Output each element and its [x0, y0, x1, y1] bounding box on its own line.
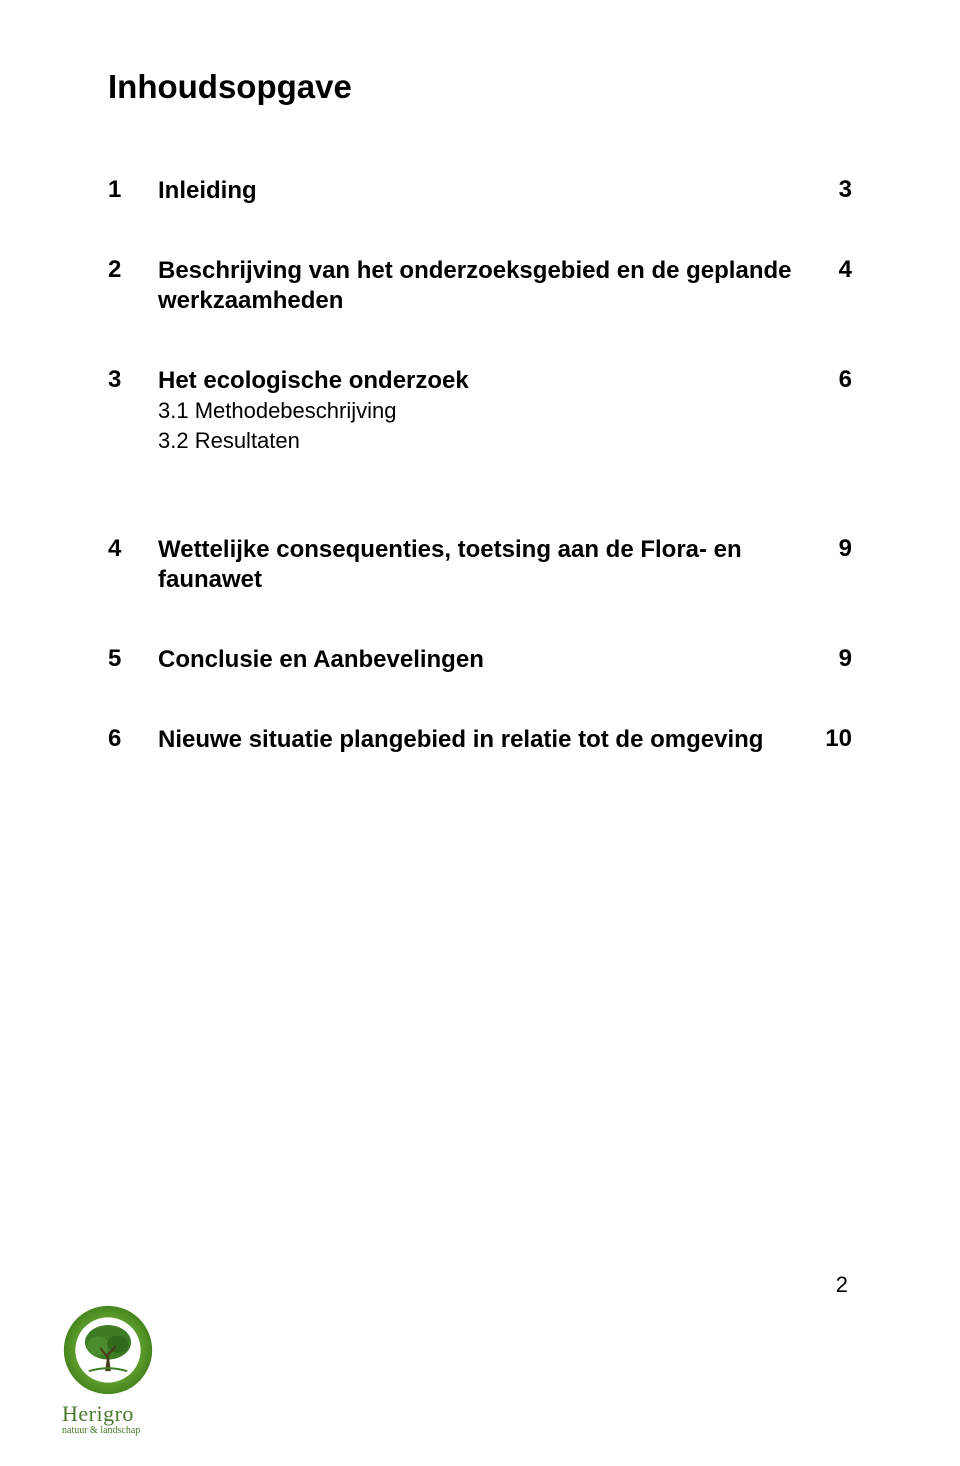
toc-text: Inleiding: [158, 176, 792, 206]
page-number: 2: [836, 1272, 848, 1298]
toc-number: 3: [108, 366, 158, 394]
brand-name: Herigro: [62, 1401, 140, 1427]
toc-page: 6: [792, 366, 852, 394]
footer: 2: [0, 1302, 960, 1436]
toc-page: 9: [792, 645, 852, 673]
toc-number: 6: [108, 725, 158, 753]
logo-text: Herigro natuur & landschap: [62, 1401, 140, 1436]
toc-text: Beschrijving van het onderzoeksgebied en…: [158, 256, 792, 316]
toc-row: 1 Inleiding 3: [108, 176, 852, 206]
toc-number: 2: [108, 256, 158, 284]
toc-text: Het ecologische onderzoek: [158, 366, 792, 396]
brand-tagline: natuur & landschap: [62, 1425, 140, 1436]
page: Inhoudsopgave 1 Inleiding 3 2 Beschrijvi…: [0, 0, 960, 1466]
toc-page: 9: [792, 535, 852, 563]
toc-number: 5: [108, 645, 158, 673]
toc-subitem: 3.2 Resultaten: [158, 426, 852, 456]
toc-row: 5 Conclusie en Aanbevelingen 9: [108, 645, 852, 675]
logo: Herigro natuur & landschap: [60, 1302, 852, 1436]
toc-text: Nieuwe situatie plangebied in relatie to…: [158, 725, 792, 755]
toc-number: 4: [108, 535, 158, 563]
toc-text: Conclusie en Aanbevelingen: [158, 645, 792, 675]
toc-text: Wettelijke consequenties, toetsing aan d…: [158, 535, 792, 595]
tree-logo-icon: [60, 1302, 156, 1398]
toc-subitem: 3.1 Methodebeschrijving: [158, 396, 852, 426]
toc-row: 6 Nieuwe situatie plangebied in relatie …: [108, 725, 852, 755]
page-title: Inhoudsopgave: [108, 68, 852, 106]
toc-page: 10: [792, 725, 852, 753]
toc-row: 2 Beschrijving van het onderzoeksgebied …: [108, 256, 852, 316]
toc-page: 4: [792, 256, 852, 284]
toc-number: 1: [108, 176, 158, 204]
toc-page: 3: [792, 176, 852, 204]
toc-row: 4 Wettelijke consequenties, toetsing aan…: [108, 535, 852, 595]
toc-row: 3 Het ecologische onderzoek 6: [108, 366, 852, 396]
